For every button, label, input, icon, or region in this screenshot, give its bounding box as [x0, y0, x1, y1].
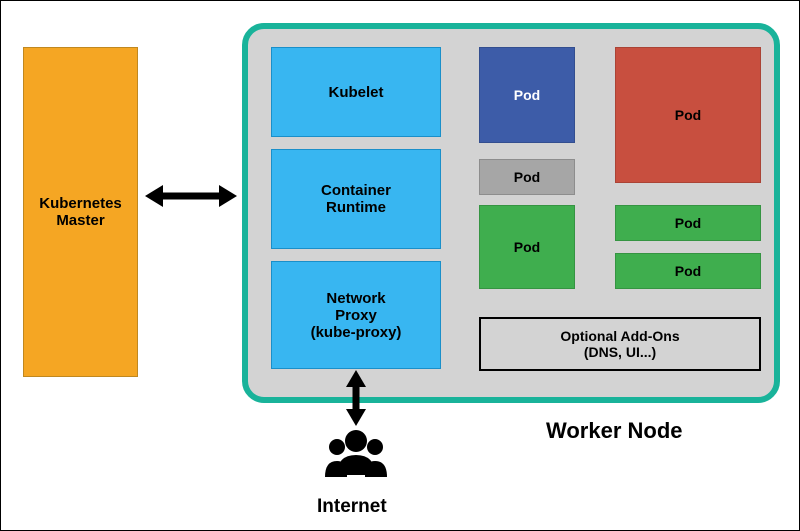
k8s-master-label: Kubernetes Master	[39, 195, 122, 229]
pod-green-2: Pod	[615, 253, 761, 289]
pod-green-big: Pod	[479, 205, 575, 289]
pod-green-big-label: Pod	[514, 239, 540, 255]
pod-blue: Pod	[479, 47, 575, 143]
pod-green-2-label: Pod	[675, 263, 701, 279]
pod-red: Pod	[615, 47, 761, 183]
kubelet-box: Kubelet	[271, 47, 441, 137]
kube-proxy-label: Network Proxy (kube-proxy)	[311, 290, 402, 341]
arrow-proxy-internet	[338, 369, 374, 427]
addons-box: Optional Add-Ons (DNS, UI...)	[479, 317, 761, 371]
kube-proxy-box: Network Proxy (kube-proxy)	[271, 261, 441, 369]
worker-node-label: Worker Node	[546, 418, 683, 444]
addons-label: Optional Add-Ons (DNS, UI...)	[560, 328, 679, 360]
container-runtime-label: Container Runtime	[321, 182, 391, 216]
kubelet-label: Kubelet	[328, 84, 383, 101]
pod-blue-label: Pod	[514, 87, 540, 103]
pod-green-1: Pod	[615, 205, 761, 241]
pod-gray: Pod	[479, 159, 575, 195]
arrow-master-worker	[143, 176, 239, 216]
pod-red-label: Pod	[675, 107, 701, 123]
internet-label: Internet	[317, 496, 387, 518]
pod-gray-label: Pod	[514, 169, 540, 185]
users-icon	[323, 425, 389, 492]
pod-green-1-label: Pod	[675, 215, 701, 231]
k8s-master-box: Kubernetes Master	[23, 47, 138, 377]
container-runtime-box: Container Runtime	[271, 149, 441, 249]
